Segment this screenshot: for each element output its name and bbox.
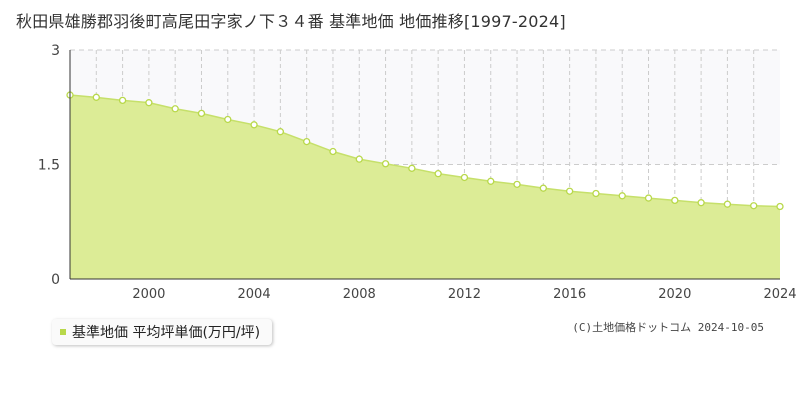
data-point [145,99,153,107]
legend: 基準地価 平均坪単価(万円/坪) [52,319,273,345]
data-point [408,164,416,172]
x-tick-label: 2020 [658,287,691,302]
x-tick-label: 2016 [553,287,586,302]
data-point [118,96,127,105]
data-point [513,180,521,188]
data-point [723,200,732,208]
data-point [592,189,600,198]
series-line [69,94,781,208]
data-point [329,147,337,156]
data-point [92,93,100,101]
data-point [618,192,626,200]
data-point [750,202,758,210]
data-point [197,109,206,118]
data-point [565,187,574,195]
data-point [224,115,232,124]
x-tick-label: 2012 [448,287,481,302]
data-point [671,196,679,205]
data-point [171,105,179,113]
x-tick-label: 2000 [132,287,165,302]
data-point [276,128,285,136]
legend-swatch [60,329,66,335]
y-tick-label: 1.5 [38,158,60,174]
x-tick-label: 2008 [343,287,376,302]
data-point [303,137,311,146]
data-point [644,194,653,202]
y-tick-label: 3 [51,43,60,59]
data-point [776,202,784,211]
x-tick-label: 2024 [763,287,796,302]
data-point [487,177,495,185]
data-point [381,160,390,168]
chart-title: 秋田県雄勝郡羽後町高尾田字家ノ下３４番 基準地価 地価推移[1997-2024] [16,12,566,31]
data-point [434,170,442,178]
x-tick-label: 2004 [238,287,271,302]
y-tick-label: 0 [51,272,60,288]
data-point [355,155,363,163]
data-point [250,121,258,129]
data-point [460,173,469,182]
data-point [539,184,547,192]
legend-label: 基準地価 平均坪単価(万円/坪) [72,325,261,341]
copyright-credit: (C)土地価格ドットコム 2024-10-05 [572,321,764,334]
data-point [697,199,705,207]
series-area [70,95,780,279]
